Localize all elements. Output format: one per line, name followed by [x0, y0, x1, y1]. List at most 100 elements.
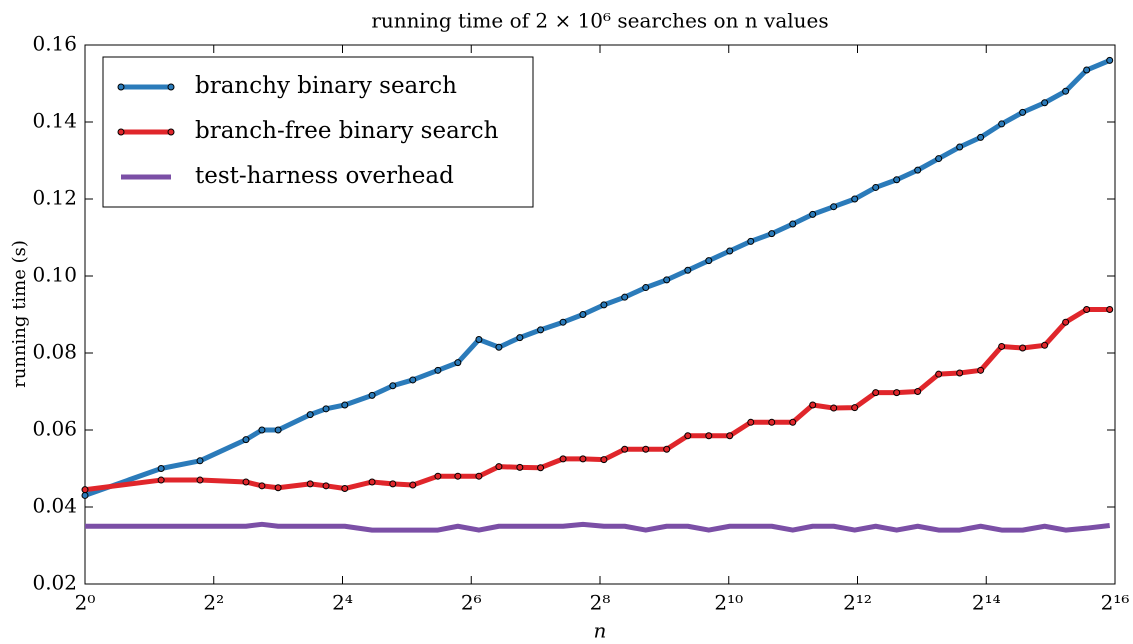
point [409, 376, 417, 384]
point [1019, 108, 1027, 116]
point [389, 480, 397, 488]
point [516, 463, 524, 471]
legend-label: test-harness overhead [195, 163, 454, 189]
point [893, 389, 901, 397]
point [789, 220, 797, 228]
point [559, 318, 567, 326]
point [322, 405, 330, 413]
point [726, 247, 734, 255]
point [768, 418, 776, 426]
legend-label: branch-free binary search [195, 118, 499, 144]
point [809, 401, 817, 409]
point [258, 426, 266, 434]
x-tick-label: 2⁸ [590, 591, 611, 615]
point [1106, 305, 1114, 313]
point [621, 445, 629, 453]
point [242, 478, 250, 486]
point [1083, 66, 1091, 74]
point [196, 476, 204, 484]
point [747, 237, 755, 245]
point [537, 326, 545, 334]
point [454, 359, 462, 367]
point [830, 404, 838, 412]
y-tick-label: 0.10 [32, 263, 77, 287]
point [684, 432, 692, 440]
point [1062, 318, 1070, 326]
y-tick-label: 0.16 [32, 32, 77, 56]
point [157, 476, 165, 484]
point [747, 418, 755, 426]
y-axis-label: running time (s) [9, 240, 30, 388]
chart-title: running time of 2 × 10⁶ searches on n va… [371, 9, 828, 33]
point [956, 369, 964, 377]
point [851, 404, 859, 412]
point [642, 445, 650, 453]
point [998, 342, 1006, 350]
point [872, 389, 880, 397]
legend-box [102, 56, 534, 208]
point [274, 426, 282, 434]
point [434, 366, 442, 374]
y-tick-label: 0.06 [32, 417, 77, 441]
point [872, 183, 880, 191]
series-line [84, 306, 1110, 493]
point [851, 195, 859, 203]
legend: branchy binary search branch-free binary … [102, 56, 534, 208]
x-tick-label: 2¹² [843, 591, 872, 615]
point [726, 432, 734, 440]
point [475, 336, 483, 344]
point [1106, 56, 1114, 64]
y-tick-label: 0.08 [32, 340, 77, 364]
point [600, 456, 608, 464]
point [1041, 99, 1049, 107]
point [368, 478, 376, 486]
point [516, 334, 524, 342]
point [956, 143, 964, 151]
series-line [85, 521, 1110, 533]
point [306, 411, 314, 419]
x-tick-label: 2¹⁰ [714, 591, 743, 615]
point [157, 465, 165, 472]
point [935, 155, 943, 163]
point [306, 480, 314, 488]
point [977, 366, 985, 374]
x-tick-label: 2¹⁴ [972, 591, 1001, 615]
point [368, 391, 376, 399]
y-tick-label: 0.02 [32, 571, 77, 595]
point [579, 455, 587, 463]
point [998, 120, 1006, 128]
x-tick-label: 2¹⁶ [1101, 591, 1130, 615]
point [81, 486, 89, 494]
point [274, 484, 282, 492]
point [935, 370, 943, 378]
point [789, 418, 797, 426]
point [242, 436, 250, 444]
x-tick-label: 2⁰ [75, 591, 96, 615]
point [1062, 87, 1070, 95]
point [663, 276, 671, 284]
point [621, 293, 629, 301]
x-tick-label: 2⁶ [461, 591, 482, 615]
point [434, 472, 442, 480]
point [322, 482, 330, 490]
point [914, 388, 922, 395]
y-tick-label: 0.14 [32, 109, 77, 133]
point [893, 176, 901, 184]
point [1019, 344, 1027, 352]
point [341, 401, 349, 409]
x-tick-label: 2⁴ [332, 591, 353, 615]
point [559, 455, 567, 463]
point [389, 382, 397, 390]
point [663, 445, 671, 453]
point [1041, 341, 1049, 349]
point [454, 472, 462, 480]
point [914, 166, 922, 174]
point [475, 472, 483, 480]
point [341, 485, 349, 493]
point [809, 210, 817, 218]
point [705, 432, 713, 440]
legend-label: branchy binary search [195, 73, 457, 99]
x-tick-label: 2² [203, 591, 224, 615]
y-tick-label: 0.04 [32, 494, 77, 518]
